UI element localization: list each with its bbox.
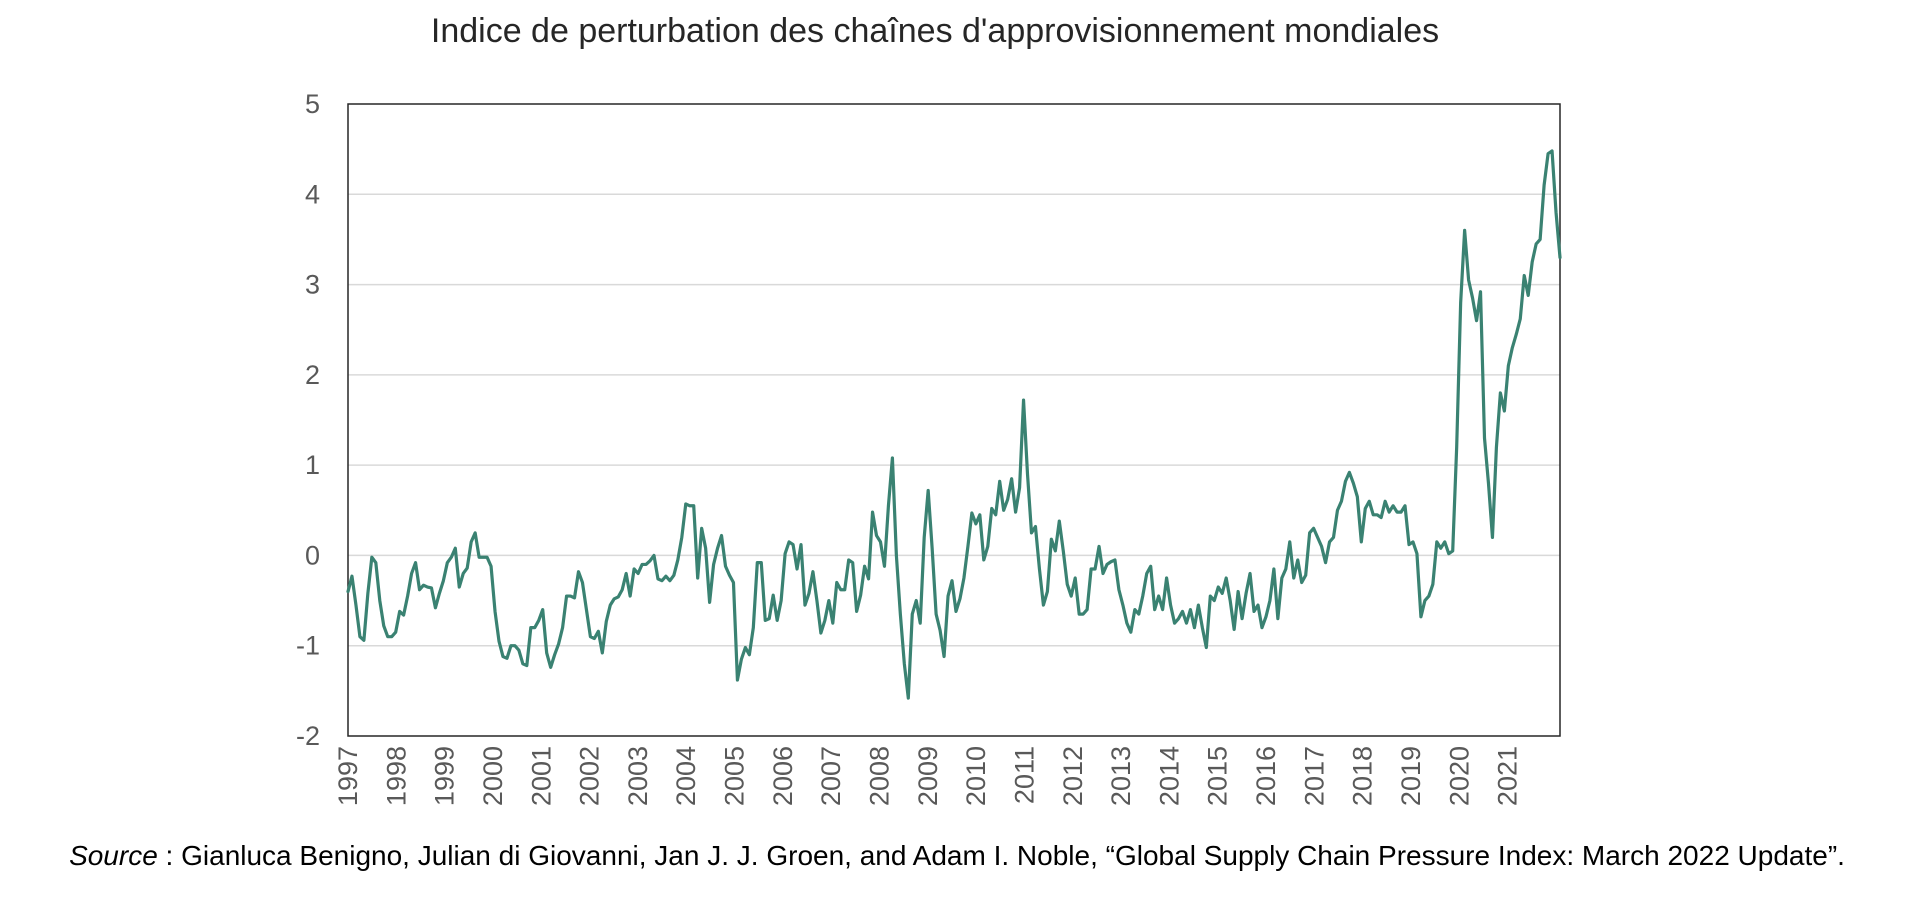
x-tick-label: 1998 xyxy=(381,746,411,806)
x-tick-label: 1997 xyxy=(333,746,363,806)
x-axis-tick-labels: 1997 1998 1999 2000 2001 2002 2003 2004 2005 2006… xyxy=(333,746,1523,806)
x-tick-label: 2021 xyxy=(1493,746,1523,806)
x-tick-label: 2007 xyxy=(816,746,846,806)
y-tick-label: -2 xyxy=(296,721,320,751)
x-tick-label: 2010 xyxy=(961,746,991,806)
y-tick-label: 3 xyxy=(305,270,320,300)
source-label: Source xyxy=(69,840,158,871)
y-tick-label: 2 xyxy=(305,360,320,390)
x-tick-label: 2018 xyxy=(1348,746,1378,806)
x-tick-label: 2004 xyxy=(671,746,701,806)
x-tick-label: 2009 xyxy=(913,746,943,806)
x-tick-label: 2001 xyxy=(526,746,556,806)
y-axis-tick-labels: -2 -1 0 1 2 3 4 5 xyxy=(296,89,320,751)
source-text: : Gianluca Benigno, Julian di Giovanni, … xyxy=(157,840,1845,871)
series-line xyxy=(346,149,1562,700)
x-tick-label: 1999 xyxy=(430,746,460,806)
x-tick-label: 2013 xyxy=(1106,746,1136,806)
grid-lines xyxy=(348,193,1560,647)
y-tick-label: 4 xyxy=(305,179,320,209)
x-tick-label: 2020 xyxy=(1444,746,1474,806)
x-tick-label: 2006 xyxy=(768,746,798,806)
x-tick-label: 2016 xyxy=(1251,746,1281,806)
y-tick-label: 0 xyxy=(305,540,320,570)
x-tick-label: 2000 xyxy=(478,746,508,806)
gscpi-line-chart: Indice de perturbation des chaînes d'app… xyxy=(296,12,1562,806)
x-tick-label: 2014 xyxy=(1154,746,1184,806)
y-tick-label: 5 xyxy=(305,89,320,119)
x-tick-label: 2008 xyxy=(865,746,895,806)
x-tick-label: 2019 xyxy=(1396,746,1426,806)
series-layer xyxy=(346,149,1562,700)
x-tick-label: 2005 xyxy=(720,746,750,806)
plot-frame xyxy=(347,103,1561,737)
x-tick-label: 2012 xyxy=(1058,746,1088,806)
chart-area: Indice de perturbation des chaînes d'app… xyxy=(296,12,1562,806)
x-tick-label: 2017 xyxy=(1299,746,1329,806)
x-tick-label: 2002 xyxy=(575,746,605,806)
y-tick-label: -1 xyxy=(296,631,320,661)
chart-title: Indice de perturbation des chaînes d'app… xyxy=(431,12,1439,50)
x-tick-label: 2011 xyxy=(1009,746,1039,804)
x-tick-label: 2015 xyxy=(1203,746,1233,806)
x-tick-label: 2003 xyxy=(623,746,653,806)
source-caption: Source : Gianluca Benigno, Julian di Gio… xyxy=(20,832,1894,880)
y-tick-label: 1 xyxy=(305,450,320,480)
